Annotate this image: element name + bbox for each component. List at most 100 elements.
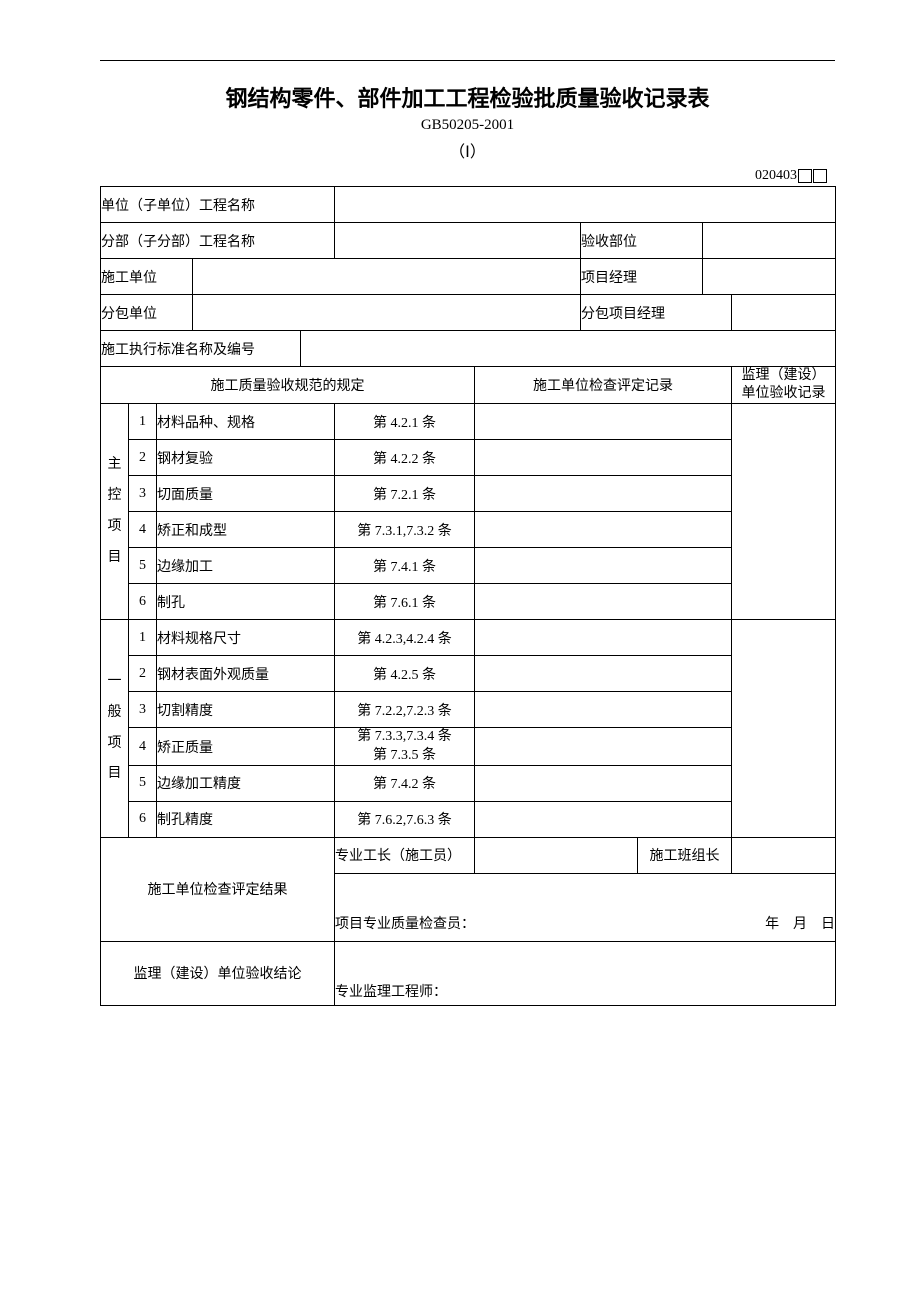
subcontractor-value: [193, 295, 581, 331]
item-record: [475, 440, 732, 476]
table-row: 3 切面质量 第 7.2.1 条: [101, 476, 836, 512]
item-record: [475, 801, 732, 837]
table-row: 2 钢材复验 第 4.2.2 条: [101, 440, 836, 476]
item-record: [475, 404, 732, 440]
table-row: 3 切割精度 第 7.2.2,7.2.3 条: [101, 692, 836, 728]
item-name: 切面质量: [157, 476, 335, 512]
item-num: 3: [129, 692, 157, 728]
item-record: [475, 548, 732, 584]
supervision-cell: [732, 404, 836, 620]
table-row: 施工执行标准名称及编号: [101, 331, 836, 367]
section-header-row: 施工质量验收规范的规定 施工单位检查评定记录 监理（建设） 单位验收记录: [101, 367, 836, 404]
table-row: 4 矫正和成型 第 7.3.1,7.3.2 条: [101, 512, 836, 548]
item-num: 1: [129, 620, 157, 656]
item-clause: 第 7.3.3,7.3.4 条 第 7.3.5 条: [335, 728, 475, 765]
form-number: 020403: [100, 168, 835, 184]
item-clause: 第 7.3.1,7.3.2 条: [335, 512, 475, 548]
table-row: 5 边缘加工 第 7.4.1 条: [101, 548, 836, 584]
item-record: [475, 765, 732, 801]
sub-pm-value: [732, 295, 836, 331]
item-name: 材料品种、规格: [157, 404, 335, 440]
team-leader-label: 施工班组长: [638, 837, 732, 873]
item-name: 边缘加工精度: [157, 765, 335, 801]
unit-project-label: 单位（子单位）工程名称: [101, 187, 335, 223]
table-row: 分包单位 分包项目经理: [101, 295, 836, 331]
item-clause: 第 7.6.1 条: [335, 584, 475, 620]
project-manager-value: [703, 259, 836, 295]
exec-standard-label: 施工执行标准名称及编号: [101, 331, 301, 367]
item-record: [475, 620, 732, 656]
result-label: 施工单位检查评定结果: [101, 837, 335, 941]
item-name: 钢材复验: [157, 440, 335, 476]
table-row: 施工单位 项目经理: [101, 259, 836, 295]
foreman-label: 专业工长（施工员）: [335, 837, 475, 873]
inspection-record-header: 施工单位检查评定记录: [475, 367, 732, 404]
item-record: [475, 692, 732, 728]
item-num: 4: [129, 512, 157, 548]
item-name: 材料规格尺寸: [157, 620, 335, 656]
date-label: 年 月 日: [638, 905, 836, 941]
exec-standard-value: [301, 331, 836, 367]
result-blank: [335, 873, 836, 905]
project-manager-label: 项目经理: [581, 259, 703, 295]
supervision-cell: [732, 620, 836, 837]
table-row: 监理（建设）单位验收结论: [101, 941, 836, 977]
sub-project-value: [335, 223, 581, 259]
item-record: [475, 728, 732, 765]
item-clause: 第 7.4.2 条: [335, 765, 475, 801]
item-num: 4: [129, 728, 157, 765]
engineer-label: 专业监理工程师：: [335, 977, 836, 1005]
table-row: 一般项目 1 材料规格尺寸 第 4.2.3,4.2.4 条: [101, 620, 836, 656]
construction-unit-value: [193, 259, 581, 295]
item-num: 6: [129, 801, 157, 837]
item-name: 制孔: [157, 584, 335, 620]
code-box-2: [813, 169, 827, 183]
item-clause: 第 7.2.1 条: [335, 476, 475, 512]
item-name: 矫正质量: [157, 728, 335, 765]
item-record: [475, 512, 732, 548]
unit-project-value: [335, 187, 836, 223]
item-num: 1: [129, 404, 157, 440]
table-row: 6 制孔精度 第 7.6.2,7.6.3 条: [101, 801, 836, 837]
item-clause: 第 4.2.3,4.2.4 条: [335, 620, 475, 656]
acceptance-dept-value: [703, 223, 836, 259]
conclusion-label: 监理（建设）单位验收结论: [101, 941, 335, 1005]
top-rule: [100, 60, 835, 61]
item-name: 切割精度: [157, 692, 335, 728]
roman-numeral: （Ⅰ）: [100, 138, 835, 162]
item-clause: 第 4.2.2 条: [335, 440, 475, 476]
item-name: 钢材表面外观质量: [157, 656, 335, 692]
acceptance-dept-label: 验收部位: [581, 223, 703, 259]
item-record: [475, 584, 732, 620]
item-record: [475, 656, 732, 692]
table-row: 2 钢材表面外观质量 第 4.2.5 条: [101, 656, 836, 692]
item-clause: 第 4.2.5 条: [335, 656, 475, 692]
checker-label: 项目专业质量检查员：: [335, 905, 638, 941]
table-row: 4 矫正质量 第 7.3.3,7.3.4 条 第 7.3.5 条: [101, 728, 836, 765]
item-name: 制孔精度: [157, 801, 335, 837]
main-control-label: 主控项目: [101, 404, 129, 620]
item-num: 2: [129, 440, 157, 476]
table-row: 主控项目 1 材料品种、规格 第 4.2.1 条: [101, 404, 836, 440]
sub-pm-label: 分包项目经理: [581, 295, 732, 331]
table-row: 6 制孔 第 7.6.1 条: [101, 584, 836, 620]
item-clause: 第 7.4.1 条: [335, 548, 475, 584]
conclusion-blank: [335, 941, 836, 977]
table-row: 5 边缘加工精度 第 7.4.2 条: [101, 765, 836, 801]
foreman-value: [475, 837, 638, 873]
document-title: 钢结构零件、部件加工工程检验批质量验收记录表: [100, 81, 835, 113]
supervision-record-header: 监理（建设） 单位验收记录: [732, 367, 836, 404]
document-page: 钢结构零件、部件加工工程检验批质量验收记录表 GB50205-2001 （Ⅰ） …: [0, 0, 920, 1302]
item-num: 5: [129, 548, 157, 584]
construction-unit-label: 施工单位: [101, 259, 193, 295]
team-leader-value: [732, 837, 836, 873]
item-name: 矫正和成型: [157, 512, 335, 548]
general-label: 一般项目: [101, 620, 129, 837]
code-box-1: [798, 169, 812, 183]
item-clause: 第 4.2.1 条: [335, 404, 475, 440]
item-name: 边缘加工: [157, 548, 335, 584]
regulation-header: 施工质量验收规范的规定: [101, 367, 475, 404]
item-num: 6: [129, 584, 157, 620]
standard-code: GB50205-2001: [100, 117, 835, 134]
item-clause: 第 7.6.2,7.6.3 条: [335, 801, 475, 837]
